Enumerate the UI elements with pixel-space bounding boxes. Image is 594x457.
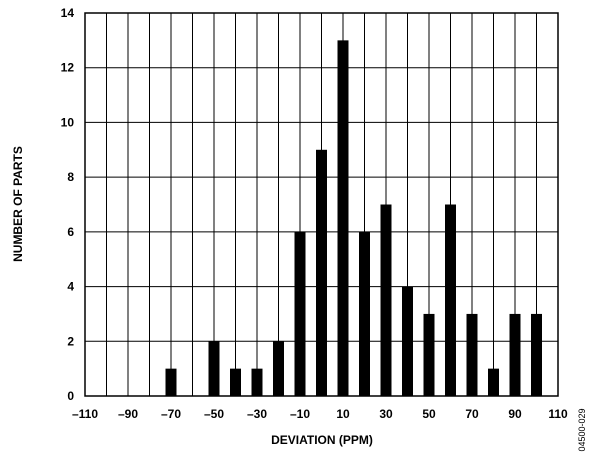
bar <box>165 368 177 396</box>
y-tick-label: 12 <box>61 61 75 75</box>
bars <box>165 40 542 396</box>
x-axis-title: DEVIATION (PPM) <box>271 433 373 447</box>
bar <box>294 231 306 396</box>
x-tick-label: –50 <box>204 407 224 421</box>
x-tick-label: –30 <box>247 407 267 421</box>
bar <box>423 313 435 396</box>
y-tick-label: 14 <box>61 6 75 20</box>
x-tick-label: 10 <box>336 407 350 421</box>
y-tick-label: 10 <box>61 115 75 129</box>
x-tick-label: 30 <box>379 407 393 421</box>
x-tick-label: 90 <box>508 407 522 421</box>
y-tick-label: 2 <box>67 334 74 348</box>
bar <box>380 204 392 396</box>
x-tick-label: –10 <box>290 407 310 421</box>
x-tick-label: 50 <box>422 407 436 421</box>
bar <box>445 204 456 396</box>
y-tick-label: 8 <box>67 170 74 184</box>
y-tick-labels: 0 2 4 6 8 10 12 14 <box>61 6 75 403</box>
bar <box>251 368 263 396</box>
bar <box>359 231 370 396</box>
figure-id: 04500-029 <box>577 408 587 451</box>
bar <box>208 341 220 396</box>
x-tick-label: –90 <box>118 407 138 421</box>
bar <box>488 368 499 396</box>
x-tick-label: 70 <box>465 407 479 421</box>
bar <box>230 368 241 396</box>
bar <box>316 149 327 396</box>
x-tick-label: –110 <box>72 407 98 421</box>
plot-frame <box>84 12 559 397</box>
x-tick-label: 110 <box>548 407 568 421</box>
bar <box>337 40 349 396</box>
y-tick-label: 4 <box>67 280 74 294</box>
bar <box>402 286 413 396</box>
bar <box>466 313 478 396</box>
x-tick-labels: –110 –90 –70 –50 –30 –10 10 30 50 70 90 110 <box>72 407 568 421</box>
y-tick-label: 6 <box>67 225 74 239</box>
y-tick-label: 0 <box>67 389 74 403</box>
y-axis-title: NUMBER OF PARTS <box>11 146 25 262</box>
x-tick-label: –70 <box>161 407 181 421</box>
bar <box>509 313 521 396</box>
bar <box>531 313 542 396</box>
bar <box>273 341 284 396</box>
